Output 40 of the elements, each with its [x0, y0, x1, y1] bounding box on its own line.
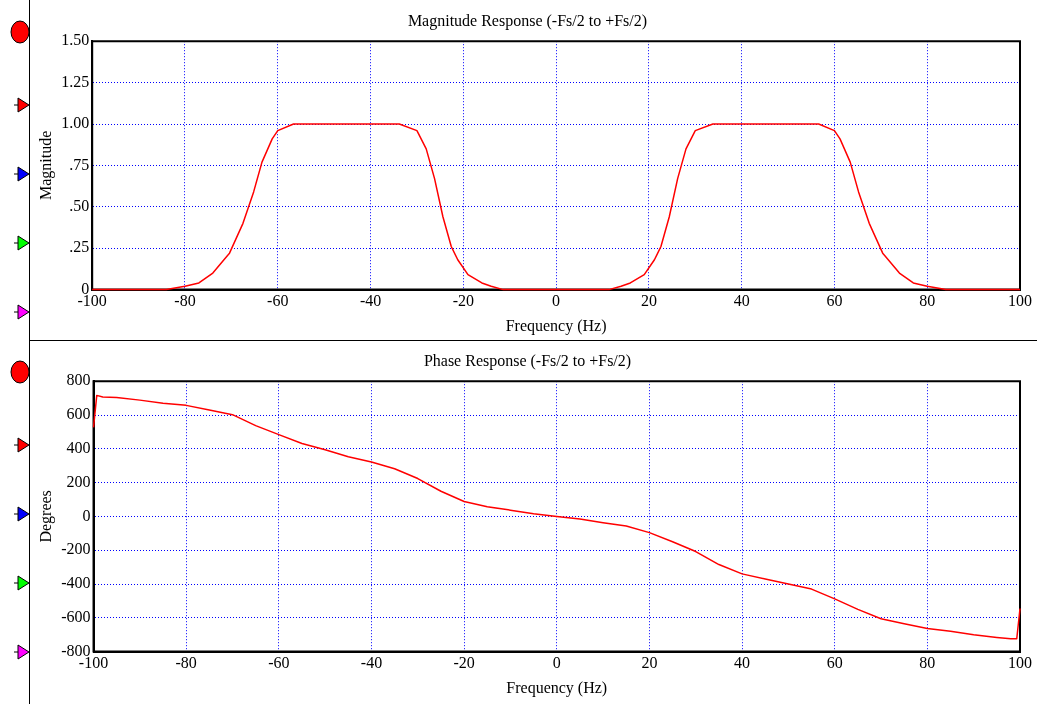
chart-title: Phase Response (-Fs/2 to +Fs/2): [423, 351, 632, 370]
x-tick-label: -20: [452, 292, 474, 310]
y-tick-label: 0: [82, 506, 91, 524]
x-axis-title: Frequency (Hz): [505, 316, 607, 335]
x-tick-label: 0: [552, 654, 561, 672]
y-tick-label: 600: [66, 405, 91, 423]
x-tick-label: -60: [267, 292, 289, 310]
y-tick-label: 800: [66, 371, 91, 389]
y-tick-label: -600: [61, 608, 91, 625]
x-tick-label: -60: [268, 654, 290, 672]
y-tick-label: 1.00: [61, 114, 90, 132]
x-tick-label: 60: [826, 654, 843, 672]
x-tick-label: 80: [919, 292, 936, 310]
x-tick-label: 40: [733, 292, 750, 310]
x-tick-label: 80: [919, 654, 936, 672]
y-tick-label: .50: [69, 197, 90, 214]
x-axis-title: Frequency (Hz): [506, 678, 608, 697]
y-tick-label: 400: [66, 439, 91, 456]
x-tick-label: 20: [640, 292, 657, 310]
x-tick-label: 100: [1008, 292, 1032, 310]
y-axis-title: Degrees: [36, 490, 55, 543]
x-tick-label: 60: [826, 292, 843, 310]
y-tick-label: .25: [69, 238, 90, 256]
x-tick-label: 0: [552, 292, 561, 310]
y-tick-label: 200: [66, 472, 91, 490]
y-tick-label: -200: [61, 540, 91, 558]
y-axis-title: Magnitude: [36, 130, 55, 201]
x-tick-label: 40: [734, 654, 751, 672]
x-tick-label: -80: [175, 654, 197, 672]
x-tick-label: -40: [360, 654, 383, 672]
x-tick-label: 20: [641, 654, 658, 672]
x-tick-label: -40: [359, 292, 382, 310]
chart-title: Magnitude Response (-Fs/2 to +Fs/2): [407, 11, 648, 30]
y-tick-label: .75: [69, 155, 90, 173]
y-tick-label: 1.25: [61, 72, 90, 90]
x-tick-label: 100: [1008, 654, 1032, 672]
x-tick-label: -80: [174, 292, 196, 310]
x-tick-label: -20: [453, 654, 475, 672]
y-tick-label: 1.50: [61, 31, 90, 49]
y-tick-label: -400: [61, 574, 91, 592]
